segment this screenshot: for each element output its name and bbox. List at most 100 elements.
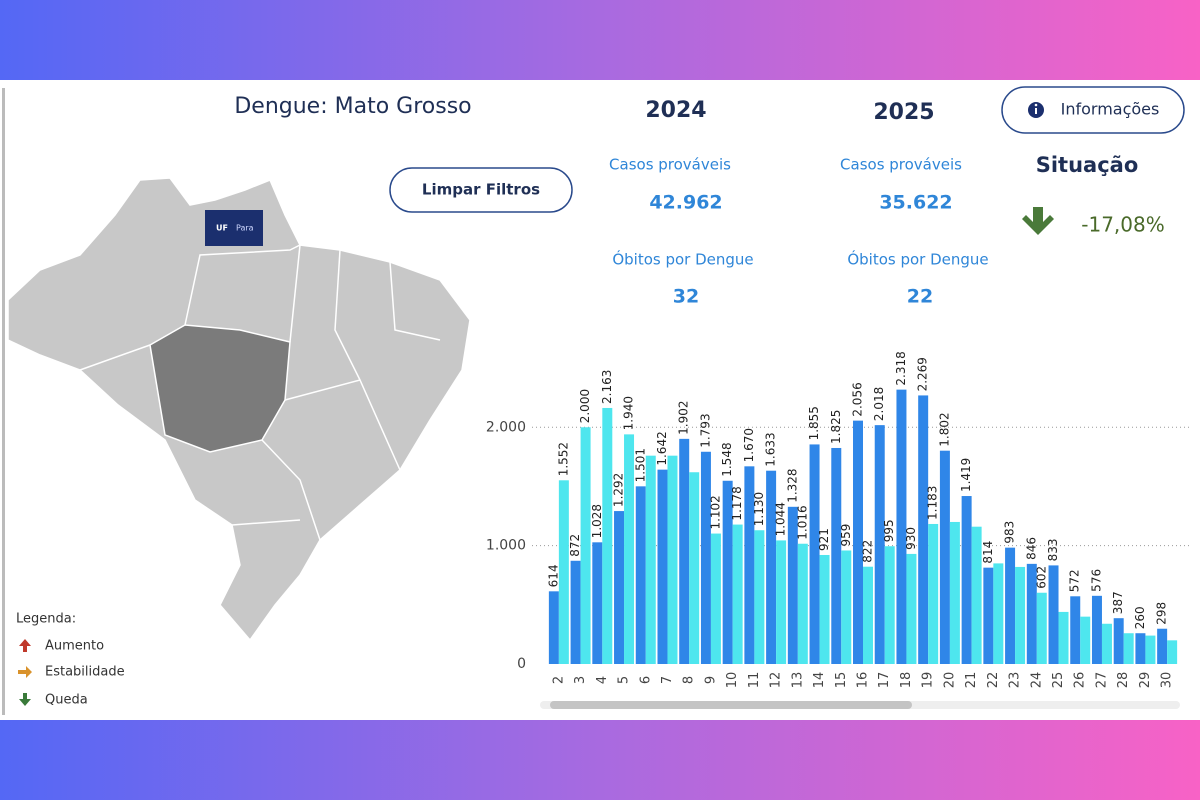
bar: [1145, 635, 1156, 664]
bar: [744, 466, 755, 664]
kpi-2024: 2024 Casos prováveis 42.962 Óbitos por D…: [609, 98, 754, 308]
bar: [1070, 596, 1081, 664]
value-label: 1.552: [556, 442, 570, 476]
value-label: 1.855: [807, 406, 821, 440]
x-tick-label: 20: [942, 672, 957, 689]
value-label: 298: [1155, 602, 1169, 625]
value-label: 1.292: [612, 473, 626, 507]
value-label: 1.178: [730, 486, 744, 520]
x-tick-label: 6: [638, 676, 653, 684]
x-tick-label: 26: [1073, 672, 1088, 689]
bar: [635, 486, 646, 664]
y-tick-label: 0: [517, 656, 526, 672]
bar: [1048, 565, 1059, 664]
bar: [732, 524, 743, 664]
legend-title: Legenda:: [16, 612, 76, 627]
bar: [689, 472, 700, 664]
x-tick-label: 27: [1094, 672, 1109, 689]
kpi-deaths: 32: [673, 286, 699, 308]
kpi-deaths: 22: [907, 286, 933, 308]
value-label: 959: [839, 524, 853, 547]
right-arrow-icon: [18, 666, 32, 678]
bar: [1015, 566, 1026, 664]
kpi-deaths-label: Óbitos por Dengue: [612, 250, 753, 269]
bar: [787, 506, 798, 664]
kpi-cases-label: Casos prováveis: [840, 156, 962, 174]
value-label: 1.825: [829, 410, 843, 444]
bar: [949, 521, 960, 664]
bar: [558, 480, 569, 664]
x-tick-label: 7: [660, 676, 675, 684]
kpi-year: 2025: [873, 100, 934, 125]
x-tick-label: 2: [551, 676, 566, 684]
bar: [928, 523, 939, 664]
bar: [722, 480, 733, 664]
bar: [841, 550, 852, 664]
bar: [853, 420, 863, 664]
tooltip-key: UF: [216, 224, 228, 233]
value-label: 1.016: [795, 505, 809, 539]
bar: [1135, 633, 1146, 664]
value-label: 983: [1003, 521, 1017, 544]
x-tick-label: 21: [964, 672, 979, 689]
x-tick-label: 25: [1051, 672, 1066, 689]
bar: [1036, 592, 1047, 664]
bar: [831, 447, 842, 664]
x-tick-label: 8: [682, 676, 697, 684]
x-tick-label: 19: [921, 672, 936, 689]
x-tick-label: 17: [877, 672, 892, 689]
x-tick-label: 13: [790, 672, 805, 689]
clear-filters-button[interactable]: [389, 167, 573, 213]
x-tick-label: 14: [812, 672, 827, 689]
bar: [939, 450, 950, 664]
value-label: 1.028: [590, 504, 604, 538]
value-label: 1.802: [937, 412, 951, 446]
clear-filters-label[interactable]: Limpar Filtros: [422, 181, 540, 199]
bar-chart: 01.0002.00026141.55238722.00041.0282.163…: [486, 351, 1190, 688]
bar: [961, 496, 972, 664]
legend-item: Queda: [45, 693, 88, 708]
bar: [1157, 628, 1168, 664]
scrollbar-thumb[interactable]: [550, 701, 912, 709]
left-border: [2, 88, 5, 715]
value-label: 576: [1089, 569, 1103, 592]
value-label: 1.940: [622, 396, 636, 430]
bar: [667, 455, 678, 664]
info-button[interactable]: [1001, 86, 1185, 134]
bar: [548, 591, 559, 664]
bar: [1026, 563, 1037, 664]
value-label: 833: [1046, 538, 1060, 561]
x-tick-label: 22: [986, 672, 1001, 689]
x-tick-label: 16: [856, 672, 871, 689]
x-tick-label: 18: [899, 672, 914, 689]
bar: [645, 455, 656, 664]
legend-item: Estabilidade: [45, 665, 125, 680]
value-label: 572: [1068, 569, 1082, 592]
kpi-deaths-label: Óbitos por Dengue: [847, 250, 988, 269]
bar: [614, 511, 625, 664]
value-label: 1.633: [764, 432, 778, 466]
bar: [679, 438, 690, 664]
situation-title: Situação: [1036, 153, 1139, 177]
x-tick-label: 30: [1160, 672, 1175, 689]
y-tick-label: 1.000: [486, 538, 526, 554]
x-tick-label: 12: [769, 672, 784, 689]
bar: [863, 566, 873, 664]
value-label: 1.902: [677, 401, 691, 435]
info-label[interactable]: Informações: [1061, 100, 1160, 119]
tooltip: [205, 210, 263, 246]
value-label: 614: [546, 564, 560, 587]
legend-item: Aumento: [45, 639, 104, 654]
value-label: 1.328: [785, 468, 799, 502]
bar: [918, 395, 929, 664]
value-label: 1.130: [752, 492, 766, 526]
bar: [1091, 595, 1102, 664]
value-label: 387: [1111, 591, 1125, 614]
kpi-cases: 42.962: [649, 192, 722, 214]
value-label: 1.670: [742, 428, 756, 462]
state-borders: [79, 244, 441, 541]
x-tick-label: 24: [1029, 672, 1044, 689]
x-tick-label: 3: [573, 676, 588, 684]
bar: [624, 434, 635, 664]
down-arrow-icon: [19, 693, 31, 706]
